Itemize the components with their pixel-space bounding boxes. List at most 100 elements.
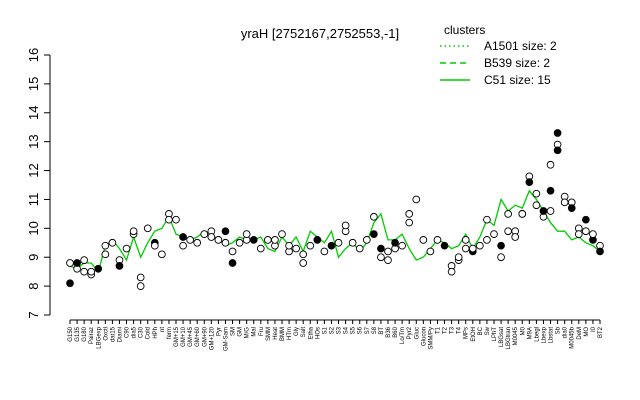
x-tick-label: M/G bbox=[245, 327, 251, 339]
x-tick-label: S5 bbox=[351, 326, 357, 334]
x-tick-label: B36 bbox=[386, 326, 392, 337]
data-point bbox=[433, 236, 442, 244]
x-tick-label: Sb bbox=[556, 326, 562, 334]
data-point bbox=[504, 210, 512, 218]
data-point bbox=[504, 227, 512, 236]
data-point bbox=[405, 210, 414, 218]
data-point bbox=[278, 230, 286, 238]
data-point bbox=[299, 250, 308, 259]
data-point bbox=[306, 241, 315, 250]
data-point bbox=[80, 267, 88, 276]
data-point bbox=[299, 259, 308, 267]
data-point bbox=[461, 236, 470, 244]
legend-entries: A1501 size: 2 B539 size: 2 C51 size: 15 bbox=[440, 39, 557, 87]
data-point bbox=[497, 253, 505, 262]
data-point bbox=[546, 207, 555, 215]
x-tick-label: GM+15 bbox=[174, 326, 180, 347]
x-tick-label: HTm bbox=[287, 327, 293, 340]
data-point bbox=[200, 230, 209, 238]
x-tick-label: Pairaz bbox=[89, 327, 95, 344]
data-point bbox=[193, 238, 202, 247]
x-tick-label: Pyr bbox=[216, 327, 222, 336]
data-point bbox=[391, 238, 399, 247]
data-point bbox=[221, 227, 230, 236]
x-tick-label: S2 bbox=[329, 326, 335, 334]
y-tick-label: 10 bbox=[26, 221, 41, 235]
x-tick-label: S3 bbox=[337, 326, 343, 334]
data-point bbox=[483, 236, 491, 244]
x-tick-label: GM+60 bbox=[195, 326, 201, 347]
data-point bbox=[539, 207, 548, 215]
x-tick-label: Cold bbox=[146, 327, 152, 339]
x-tick-label: T1 bbox=[435, 326, 441, 334]
data-point bbox=[546, 186, 555, 195]
x-tick-label: GM bbox=[238, 327, 244, 337]
data-point bbox=[221, 238, 230, 247]
x-tick-label: GM+45 bbox=[188, 326, 194, 347]
chart-title: yraH [2752167,2752553,-1] bbox=[241, 26, 399, 41]
x-tick-label: C30 bbox=[139, 326, 145, 338]
data-point bbox=[419, 236, 428, 244]
data-point bbox=[447, 267, 456, 276]
x-tick-label: SMM bbox=[266, 327, 272, 341]
data-point bbox=[370, 212, 378, 221]
data-point bbox=[412, 195, 421, 204]
data-point bbox=[334, 238, 343, 247]
data-point bbox=[405, 218, 414, 227]
x-tick-label: ferm bbox=[167, 327, 173, 339]
data-point bbox=[377, 253, 385, 262]
y-tick-label: 12 bbox=[26, 163, 41, 177]
x-tick-label: G135 bbox=[75, 326, 81, 341]
data-point bbox=[440, 241, 449, 250]
legend: clusters A1501 size: 2 B539 size: 2 C51 si… bbox=[440, 23, 557, 87]
data-point bbox=[115, 262, 124, 270]
y-tick-label: 8 bbox=[26, 282, 41, 289]
x-tick-label: DeM bbox=[577, 327, 583, 340]
data-point bbox=[596, 247, 604, 256]
x-tick-label: Lo/Tm bbox=[400, 327, 406, 344]
x-tick-label: dia0 bbox=[563, 326, 569, 338]
x-tick-label: Heat bbox=[273, 327, 279, 340]
x-tick-label: GM+120 bbox=[209, 326, 215, 350]
data-point bbox=[384, 247, 392, 256]
data-point bbox=[567, 204, 576, 212]
x-tick-label: Oxctl bbox=[103, 327, 109, 341]
data-point bbox=[454, 253, 463, 262]
x-tick-label: Fru bbox=[259, 327, 265, 336]
y-tick-label: 11 bbox=[26, 193, 41, 207]
x-tick-label: T4 bbox=[457, 326, 463, 334]
x-tick-label: M0 bbox=[520, 326, 526, 335]
data-point bbox=[73, 259, 81, 267]
y-tick-label: 7 bbox=[26, 311, 41, 318]
x-tick-label: Gly bbox=[294, 327, 300, 336]
data-point bbox=[264, 236, 272, 244]
x-tick-label: HOs bbox=[315, 327, 321, 339]
data-point bbox=[553, 129, 562, 137]
data-point bbox=[348, 238, 357, 247]
data-point bbox=[158, 250, 166, 259]
data-point bbox=[228, 247, 237, 256]
x-tick-label: BC bbox=[478, 326, 484, 335]
data-point bbox=[129, 227, 138, 236]
data-point bbox=[136, 282, 145, 290]
data-point bbox=[214, 236, 223, 244]
x-tick-label: B60 bbox=[393, 326, 399, 337]
data-point bbox=[66, 259, 74, 267]
y-tick-label: 15 bbox=[26, 77, 41, 91]
x-tick-label: Sw bbox=[485, 326, 491, 335]
data-point bbox=[242, 230, 251, 238]
x-tick-label: S8 bbox=[372, 326, 378, 334]
data-point bbox=[426, 247, 435, 256]
data-point bbox=[476, 241, 484, 250]
y-tick-label: 16 bbox=[26, 48, 41, 62]
x-tick-label: T3 bbox=[450, 326, 456, 334]
data-point bbox=[172, 215, 180, 224]
x-tick-label: S7 bbox=[365, 326, 371, 334]
legend-label: A1501 size: 2 bbox=[484, 39, 557, 53]
data-point bbox=[384, 256, 392, 264]
data-point bbox=[271, 236, 279, 244]
x-tick-label: S1 bbox=[322, 326, 328, 334]
x-tick-label: BMM bbox=[280, 327, 286, 341]
y-tick-label: 13 bbox=[26, 134, 41, 148]
data-point bbox=[150, 241, 159, 250]
